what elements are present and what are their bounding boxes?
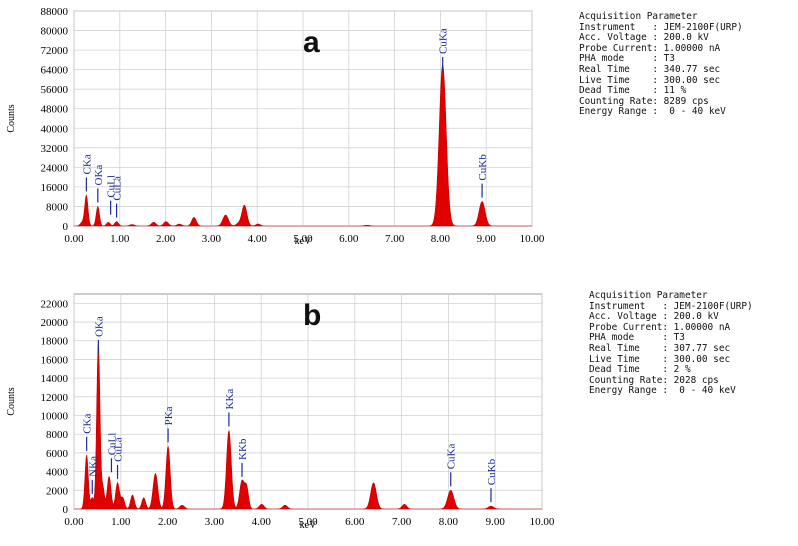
y-tick-label: 8000 [46,201,69,213]
peak-label: CuLl [106,433,118,456]
y-tick-label: 32000 [41,143,69,155]
y-tick-label: 40000 [41,123,69,135]
y-tick-label: 6000 [46,448,69,460]
y-tick-label: 10000 [41,411,69,423]
peak-label: CuKb [486,458,498,485]
x-tick-label: 4.00 [252,516,272,528]
x-tick-label: 10.00 [530,516,555,528]
x-tick-label: 1.00 [111,516,131,528]
peak-label: CuKa [446,444,458,470]
y-tick-label: 24000 [41,162,69,174]
x-tick-label: 8.00 [439,516,459,528]
y-tick-label: 80000 [41,26,69,38]
panel-label: a [303,26,320,59]
spectrum-area [74,65,532,227]
y-tick-label: 12000 [41,392,69,404]
x-tick-label: 0.00 [64,516,84,528]
x-tick-label: 2.00 [158,516,178,528]
x-tick-label: 9.00 [477,233,497,245]
x-tick-label: 7.00 [392,516,412,528]
y-tick-label: 48000 [41,104,69,116]
y-tick-label: 18000 [41,336,69,348]
peak-label: KKa [224,389,236,410]
peak-label: OKa [93,165,105,186]
x-tick-label: 1.00 [110,233,130,245]
x-tick-label: 0.00 [64,233,84,245]
x-axis-title: keV [295,236,312,247]
spectrum-chart-a: 0.00 1.00 2.00 3.00 4.00 5.00 6.00 7.00 8.00 9.00… [6,6,545,247]
x-tick-label: 4.00 [248,233,268,245]
acquisition-parameters-b: Acquisition Parameter Instrument : JEM-2… [589,290,753,397]
y-tick-label: 22000 [41,298,69,310]
x-tick-label: 9.00 [486,516,506,528]
x-axis-title: keV [300,520,317,531]
y-tick-label: 88000 [41,6,69,18]
x-tick-label: 3.00 [205,516,225,528]
y-tick-label: 16000 [41,354,69,366]
panel-label: b [303,299,321,332]
y-tick-label: 0 [63,221,69,233]
y-tick-label: 16000 [41,182,69,194]
peak-label: OKa [93,316,105,337]
x-tick-label: 6.00 [345,516,365,528]
peak-label: CuLa [112,176,124,201]
x-tick-label: 5.00 [298,516,318,528]
x-tick-label: 2.00 [156,233,176,245]
peak-label: CuKb [477,154,489,181]
peak-label: PKa [163,406,175,425]
y-tick-label: 0 [63,504,69,516]
y-tick-label: 56000 [41,84,69,96]
x-tick-label: 5.00 [293,233,313,245]
peak-label: CKa [82,414,94,434]
peak-label: KKb [237,438,249,460]
x-tick-label: 7.00 [385,233,405,245]
y-tick-label: 8000 [46,429,69,441]
spectrum-chart-b: 0.00 1.00 2.00 3.00 4.00 5.00 6.00 7.00 8.00 9.00… [6,293,555,531]
peak-label: CuLl [106,175,118,198]
y-tick-label: 72000 [41,45,69,57]
peak-label: CuKa [438,28,450,54]
x-tick-label: 3.00 [202,233,222,245]
y-tick-label: 64000 [41,65,69,77]
acquisition-parameters-a: Acquisition Parameter Instrument : JEM-2… [579,11,743,118]
y-tick-label: 20000 [41,317,69,329]
peak-label: NKa [87,456,99,477]
peak-label: CuLa [113,437,125,462]
y-tick-label: 4000 [46,467,69,479]
y-axis-title: Counts [6,387,17,415]
spectrum-area [74,344,542,510]
y-tick-label: 2000 [46,485,69,497]
x-tick-label: 6.00 [339,233,359,245]
y-tick-label: 14000 [41,373,69,385]
x-tick-label: 8.00 [431,233,451,245]
y-axis-title: Counts [6,104,17,132]
peak-label: CKa [81,154,93,174]
x-tick-label: 10.00 [520,233,545,245]
